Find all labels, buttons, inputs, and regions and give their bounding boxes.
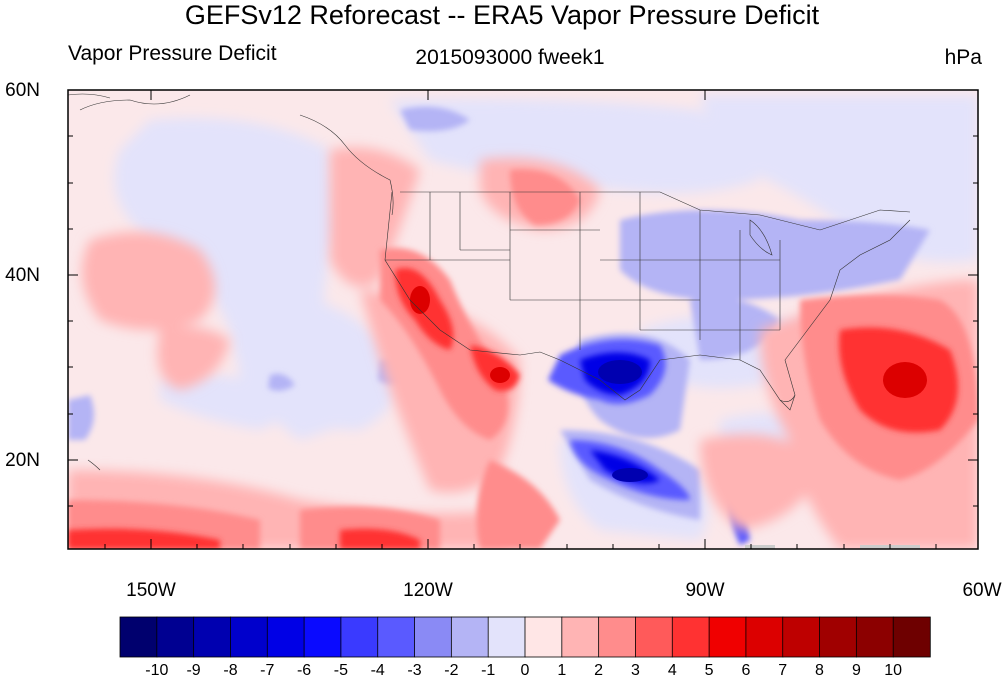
colorbar-swatch (156, 616, 195, 658)
colorbar-tick-label: 0 (520, 662, 530, 679)
map-title: GEFSv12 Reforecast -- ERA5 Vapor Pressur… (184, 0, 820, 30)
colorbar-tick-label: -1 (481, 662, 496, 679)
colorbar-tick-label: -2 (444, 662, 459, 679)
colorbar-swatch (414, 616, 453, 658)
colorbar-swatch (266, 616, 305, 658)
variable-subtitle: Vapor Pressure Deficit (68, 42, 277, 65)
colorbar-tick-label: 6 (741, 662, 751, 679)
colorbar-swatch (855, 616, 894, 658)
colorbar-tick-label: -5 (333, 662, 348, 679)
date-subtitle: 2015093000 fweek1 (415, 46, 605, 69)
colorbar-tick-label: 1 (557, 662, 567, 679)
colorbar (119, 616, 931, 658)
colorbar-tick-label: -10 (145, 662, 169, 679)
colorbar-tick-label: -3 (407, 662, 422, 679)
colorbar-tick-label: -6 (296, 662, 312, 679)
colorbar-tick-label: 2 (594, 662, 604, 679)
vpd-field (68, 90, 978, 549)
colorbar-swatch (598, 616, 637, 658)
colorbar-swatch (377, 616, 416, 658)
lat-label-20n: 20N (5, 450, 40, 471)
lon-label-90w: 90W (685, 580, 725, 601)
colorbar-swatch (119, 616, 158, 658)
colorbar-tick-label: 10 (884, 662, 903, 679)
colorbar-tick-label: -9 (186, 662, 201, 679)
colorbar-tick-label: -7 (260, 662, 275, 679)
colorbar-swatch (635, 616, 673, 658)
colorbar-tick-label: -4 (370, 662, 385, 679)
lat-label-60n: 60N (5, 80, 40, 101)
colorbar-swatch (745, 616, 784, 658)
colorbar-tick-label: -8 (223, 662, 238, 679)
colorbar-tick-label: 7 (778, 662, 788, 679)
colorbar-swatch (487, 616, 526, 658)
colorbar-swatch (230, 616, 268, 658)
colorbar-swatch (340, 616, 379, 658)
colorbar-swatch (782, 616, 821, 658)
colorbar-swatch (450, 616, 489, 658)
lon-label-60w: 60W (962, 580, 1002, 601)
colorbar-swatch (561, 616, 600, 658)
colorbar-swatch (819, 616, 858, 658)
colorbar-tick-label: 5 (704, 662, 714, 679)
lon-label-150w: 150W (126, 580, 176, 601)
map-frame (67, 89, 979, 550)
colorbar-tick-label: 4 (667, 662, 677, 679)
lon-ticks (104, 90, 937, 549)
colorbar-swatch (524, 616, 563, 658)
colorbar-tick-label: 9 (851, 662, 861, 679)
colorbar-tick-label: 8 (815, 662, 824, 679)
colorbar-swatch (671, 616, 710, 658)
colorbar-swatch (303, 616, 342, 658)
colorbar-tick-label: 3 (631, 662, 640, 679)
units-subtitle: hPa (944, 46, 982, 69)
colorbar-swatch (708, 616, 747, 658)
colorbar-swatch (892, 616, 931, 658)
colorbar-swatch (193, 616, 232, 658)
lon-label-120w: 120W (403, 580, 453, 601)
lat-label-40n: 40N (5, 265, 40, 286)
lat-ticks (68, 89, 978, 507)
